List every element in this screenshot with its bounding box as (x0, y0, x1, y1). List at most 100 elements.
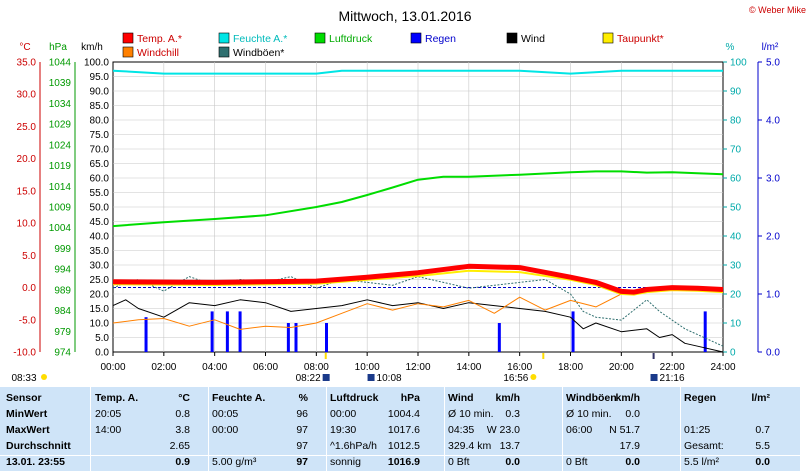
wind-tick-label: 10.0 (90, 319, 110, 330)
press-tick-label: 984 (54, 306, 71, 317)
time-tick-label: 06:00 (253, 362, 278, 373)
temp-tick-label: 0.0 (22, 283, 36, 294)
press-tick-label: 989 (54, 285, 71, 296)
legend-label: Wind (521, 33, 545, 45)
series-line-feuchte-a (112, 69, 723, 75)
press-tick-label: 1024 (49, 140, 72, 151)
table-cell: 14:00 (95, 424, 122, 436)
rain-bar (238, 311, 242, 352)
table-cell: Ø 10 min. (566, 408, 612, 420)
table-cell: 19:30 (330, 424, 357, 436)
wind-tick-label: 75.0 (90, 130, 110, 141)
rain-bar (703, 311, 707, 352)
wind-tick-label: 95.0 (90, 72, 110, 83)
temp-tick-label: -5.0 (19, 315, 37, 326)
table-header-cell: km/h (615, 392, 640, 404)
wind-tick-label: 35.0 (90, 246, 110, 257)
table-cell: 04:35 (448, 424, 475, 436)
hum-tick-label: 20 (730, 290, 742, 301)
table-cell: 00:05 (212, 408, 239, 420)
sun-marker (542, 353, 545, 359)
table-cell: 96 (296, 408, 308, 420)
rain-bar (571, 311, 575, 352)
time-tick-label: 02:00 (151, 362, 176, 373)
wind-tick-label: 100.0 (84, 58, 109, 69)
legend-label: Regen (425, 33, 456, 45)
hum-tick-label: 10 (730, 319, 742, 330)
legend-swatch (410, 32, 422, 44)
sun-event-time: 21:16 (660, 373, 685, 384)
table-column-separator (208, 387, 209, 471)
hum-tick-label: 50 (730, 203, 742, 214)
table-cell: 13.01. 23:55 (6, 456, 65, 468)
time-tick-label: 20:00 (609, 362, 634, 373)
press-tick-label: 1009 (49, 203, 72, 214)
table-header-cell: °C (178, 392, 190, 404)
sun-icon (41, 374, 47, 380)
wind-tick-label: 50.0 (90, 203, 110, 214)
press-tick-label: 1004 (49, 223, 72, 234)
legend-label: Temp. A.* (137, 33, 182, 45)
table-cell: 00:00 (212, 424, 239, 436)
table-cell: 0.0 (755, 456, 770, 468)
table-cell: 0.7 (755, 424, 770, 436)
table-cell: 2.65 (169, 440, 190, 452)
press-tick-label: 999 (54, 244, 71, 255)
rain-bar (497, 323, 501, 352)
table-cell: 06:00 (566, 424, 593, 436)
table-cell: 0.0 (625, 408, 640, 420)
table-cell: 13.7 (499, 440, 520, 452)
hum-axis-unit: % (726, 42, 735, 53)
rain-tick-label: 0.0 (766, 348, 780, 359)
press-tick-label: 1014 (49, 182, 72, 193)
sun-event-time: 16:56 (503, 373, 528, 384)
table-header-cell: Regen (684, 392, 717, 404)
legend-label: Windchill (137, 47, 179, 59)
table-cell: 0.8 (175, 408, 190, 420)
table-cell: N 51.7 (609, 424, 640, 436)
temp-tick-label: -10.0 (13, 348, 36, 359)
table-header-cell: Wind (448, 392, 474, 404)
press-tick-label: 979 (54, 327, 71, 338)
wind-tick-label: 90.0 (90, 87, 110, 98)
copyright-label: © Weber Mike (749, 5, 806, 15)
time-tick-label: 14:00 (456, 362, 481, 373)
table-cell: 17.9 (619, 440, 640, 452)
table-cell: 1012.5 (387, 440, 420, 452)
press-tick-label: 994 (54, 265, 71, 276)
table-cell: 1004.4 (387, 408, 420, 420)
table-header-cell: Temp. A. (95, 392, 139, 404)
table-header-cell: Windböen (566, 392, 617, 404)
table-header-cell: hPa (400, 392, 420, 404)
time-tick-label: 16:00 (507, 362, 532, 373)
time-tick-label: 18:00 (558, 362, 583, 373)
sun-event-time: 08:33 (11, 373, 36, 384)
moon-icon (367, 374, 375, 381)
wind-tick-label: 15.0 (90, 304, 110, 315)
sun-event-time: 08:22 (296, 373, 321, 384)
table-cell: MaxWert (6, 424, 50, 436)
press-tick-label: 1034 (49, 99, 72, 110)
legend-swatch (602, 32, 614, 44)
legend-label: Taupunkt* (617, 33, 664, 45)
table-column-separator (680, 387, 681, 471)
table-header-cell: l/m² (751, 392, 770, 404)
sun-icon (530, 374, 537, 380)
temp-axis-unit: °C (19, 42, 30, 53)
table-cell: 0 Bft (448, 456, 470, 468)
temp-tick-label: 35.0 (17, 58, 37, 69)
hum-tick-label: 70 (730, 145, 742, 156)
table-column-separator (90, 387, 91, 471)
legend-swatch (506, 32, 518, 44)
table-column-separator (562, 387, 563, 471)
table-cell: 97 (296, 424, 308, 436)
temp-tick-label: 30.0 (17, 90, 37, 101)
table-header-cell: km/h (495, 392, 520, 404)
rain-bar (210, 311, 214, 352)
wind-tick-label: 30.0 (90, 261, 110, 272)
table-column-separator (444, 387, 445, 471)
table-cell: 3.8 (175, 424, 190, 436)
table-cell: 01:25 (684, 424, 711, 436)
press-tick-label: 1039 (49, 78, 72, 89)
